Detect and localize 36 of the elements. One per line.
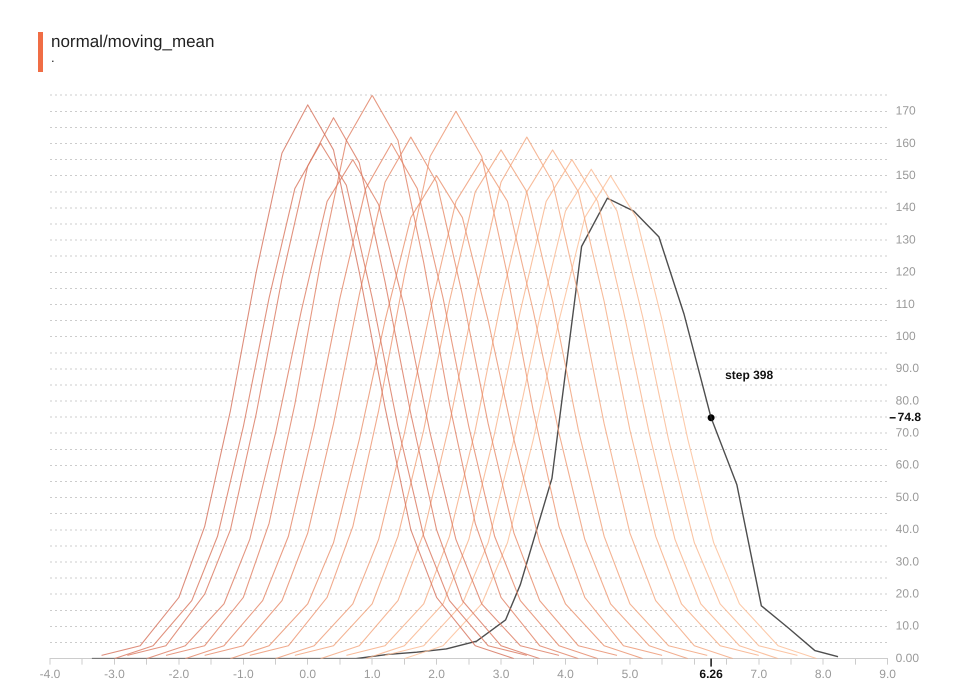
x-tick-label: -1.0 <box>232 667 254 682</box>
x-tick-label: 8.0 <box>814 667 832 682</box>
y-tick-label: 10.0 <box>896 618 920 633</box>
y-tick-label: 100 <box>896 328 916 343</box>
y-tick-label: 170 <box>896 104 916 118</box>
x-tick-label: -3.0 <box>104 667 126 682</box>
chart-title: normal/moving_mean <box>51 32 214 52</box>
x-tick-label: 9.0 <box>879 667 896 682</box>
y-tick-label: 130 <box>896 232 916 246</box>
x-tick-label: 7.0 <box>750 667 768 682</box>
x-tick-label: -4.0 <box>40 667 61 682</box>
text: 6.26 <box>699 666 724 681</box>
x-tick-label: 0.0 <box>299 667 316 682</box>
x-tick-label: 4.0 <box>557 667 574 682</box>
y-tick-label: 30.0 <box>896 554 920 568</box>
y-tick-label: 150 <box>896 168 916 182</box>
y-tick-label: 120 <box>896 264 916 279</box>
y-tick-label: 20.0 <box>896 586 920 601</box>
x-tick-label: 3.0 <box>492 667 510 682</box>
y-tick-label: 0.00 <box>896 650 920 665</box>
y-tick-label: 110 <box>896 296 916 311</box>
y-tick-label: 60.0 <box>896 458 920 472</box>
x-tick-label: 1.0 <box>364 667 381 682</box>
text: 74.8 <box>898 410 922 424</box>
x-tick-label: -2.0 <box>168 667 190 682</box>
y-tick-label: 70.0 <box>896 426 920 440</box>
y-tick-label: 40.0 <box>896 522 920 536</box>
annotation: step 398 <box>725 368 774 382</box>
x-tick-label: 2.0 <box>428 667 446 682</box>
y-tick-label: 80.0 <box>896 393 920 408</box>
chart-subtitle: . <box>51 50 55 65</box>
x-tick-label: 5.0 <box>622 667 639 682</box>
y-tick-label: 90.0 <box>896 361 920 376</box>
y-tick-label: 140 <box>896 200 916 214</box>
y-tick-label: 160 <box>896 136 916 150</box>
y-tick-label: 50.0 <box>896 490 920 504</box>
